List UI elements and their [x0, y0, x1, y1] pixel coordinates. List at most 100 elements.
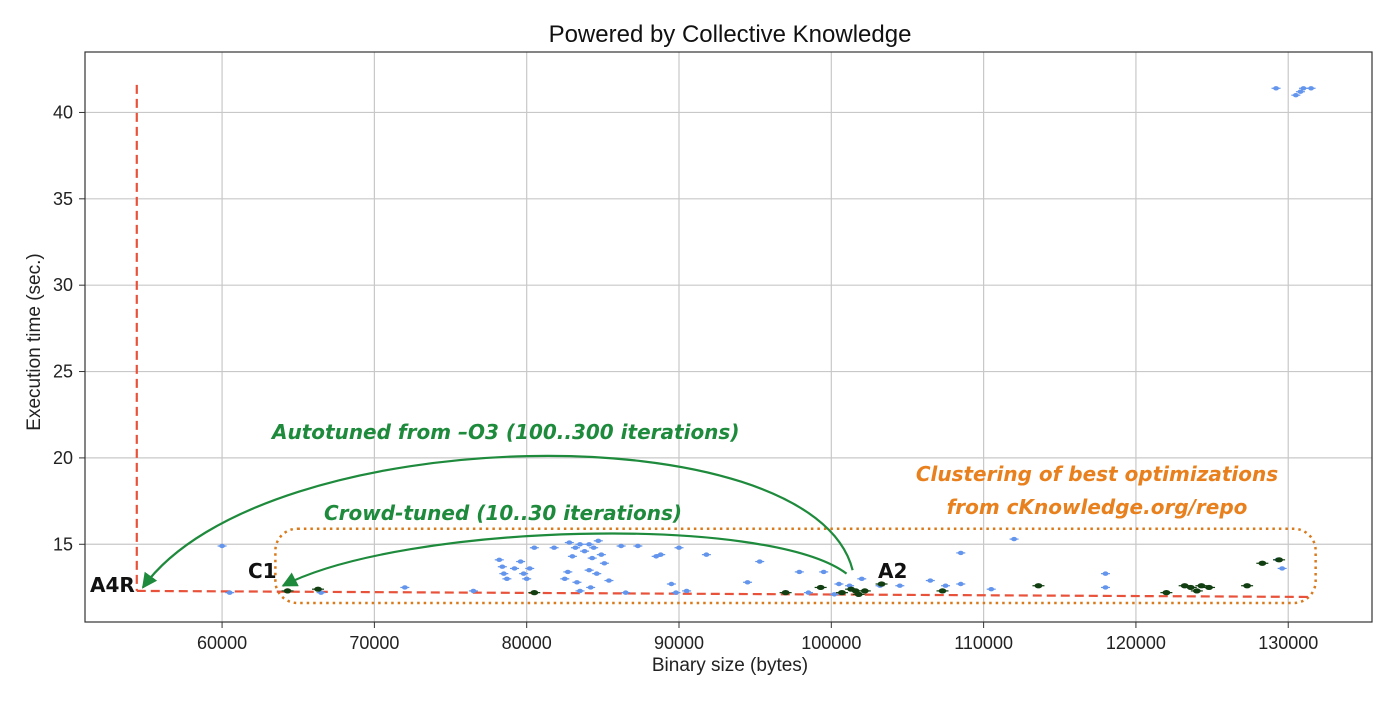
data-point	[957, 581, 964, 587]
data-point	[1279, 566, 1286, 571]
x-axis-ticks: 60000 70000 80000 90000 100000 110000 120000 13…	[197, 622, 1318, 653]
data-point	[577, 542, 583, 547]
data-point	[1297, 89, 1304, 94]
data-point	[586, 567, 593, 573]
best-point	[781, 590, 790, 596]
y-axis-label: Execution time (sec.)	[24, 253, 45, 430]
chart-title: Powered by Collective Knowledge	[549, 21, 912, 48]
data-point	[858, 576, 865, 582]
data-point	[988, 586, 995, 592]
data-point	[574, 580, 580, 585]
data-point	[957, 550, 964, 556]
data-point	[523, 576, 530, 582]
data-point	[587, 585, 594, 590]
best-point	[860, 588, 869, 594]
x-tick-label: 110000	[954, 633, 1013, 653]
data-point	[551, 545, 558, 550]
arrow-autotuned	[141, 454, 854, 589]
annotation-autotuned: Autotuned from –O3 (100..300 iterations)	[270, 420, 739, 444]
data-point	[676, 545, 682, 550]
x-tick-label: 100000	[801, 633, 861, 653]
x-tick-label: 80000	[502, 633, 552, 653]
data-point	[622, 590, 629, 595]
data-point	[820, 569, 827, 575]
x-tick-label: 90000	[654, 633, 704, 653]
data-point	[683, 588, 690, 594]
annotation-clustering-line-2: from cKnowledge.org/repo	[947, 495, 1248, 519]
best-point	[314, 586, 322, 592]
data-point	[1102, 585, 1109, 590]
grid-lines	[85, 52, 1372, 622]
data-point	[1300, 86, 1307, 91]
y-axis-ticks: 15 20 25 30 35 40	[53, 102, 85, 554]
x-tick-label: 60000	[197, 633, 247, 653]
data-point	[598, 552, 605, 557]
annotation-clustering-line-1: Clustering of best optimizations	[916, 462, 1278, 486]
data-point	[668, 581, 675, 587]
y-tick-label: 30	[53, 275, 73, 295]
data-point	[673, 590, 679, 595]
best-point	[1243, 583, 1252, 589]
y-tick-label: 35	[53, 189, 73, 209]
best-point	[1034, 583, 1043, 589]
data-point	[1102, 571, 1109, 576]
series-all-points	[217, 86, 1316, 597]
arrow-crowd-tuned	[281, 532, 848, 587]
data-point	[531, 545, 538, 550]
data-point	[744, 580, 751, 585]
data-point	[896, 583, 903, 588]
data-point	[1308, 86, 1315, 91]
data-point	[590, 545, 597, 550]
cluster-region	[274, 527, 1317, 605]
best-point	[1192, 588, 1201, 594]
data-point	[496, 557, 503, 563]
data-point	[219, 543, 226, 549]
best-point	[1205, 584, 1213, 591]
annotation-arrows	[141, 454, 854, 589]
data-point	[589, 555, 596, 561]
data-point	[796, 569, 803, 575]
data-point	[586, 542, 593, 547]
data-point	[226, 590, 233, 595]
best-point	[530, 590, 539, 596]
data-point	[520, 571, 527, 576]
y-tick-label: 15	[53, 534, 73, 554]
x-tick-label: 120000	[1106, 633, 1166, 653]
best-point	[854, 591, 863, 597]
data-point	[831, 592, 838, 597]
data-point	[942, 583, 949, 588]
label-c1: C1	[248, 559, 277, 583]
plot-frame	[84, 51, 1373, 623]
best-point	[1162, 590, 1171, 596]
data-point	[569, 554, 576, 559]
data-point	[500, 571, 507, 576]
data-point	[835, 581, 842, 587]
data-point	[618, 543, 625, 549]
data-point	[1292, 92, 1299, 98]
cluster-box	[274, 527, 1317, 605]
data-point	[593, 571, 600, 576]
best-point	[1275, 557, 1283, 563]
data-point	[470, 588, 477, 594]
best-point	[1186, 584, 1195, 591]
y-tick-label: 25	[53, 362, 73, 382]
best-point	[1258, 560, 1267, 566]
data-point	[572, 545, 579, 550]
data-point	[564, 569, 571, 575]
data-point	[517, 559, 524, 564]
data-point	[566, 540, 573, 545]
x-axis-label: Binary size (bytes)	[652, 655, 808, 676]
data-point	[805, 590, 812, 595]
data-point	[526, 566, 533, 571]
data-point	[595, 538, 602, 544]
best-point	[877, 581, 886, 587]
data-point	[756, 559, 763, 564]
data-point	[1273, 86, 1279, 91]
pareto-frontier	[135, 84, 1313, 599]
data-point	[503, 576, 510, 582]
data-point	[577, 588, 583, 594]
data-point	[601, 561, 608, 566]
data-point	[634, 543, 641, 549]
data-point	[653, 554, 660, 559]
